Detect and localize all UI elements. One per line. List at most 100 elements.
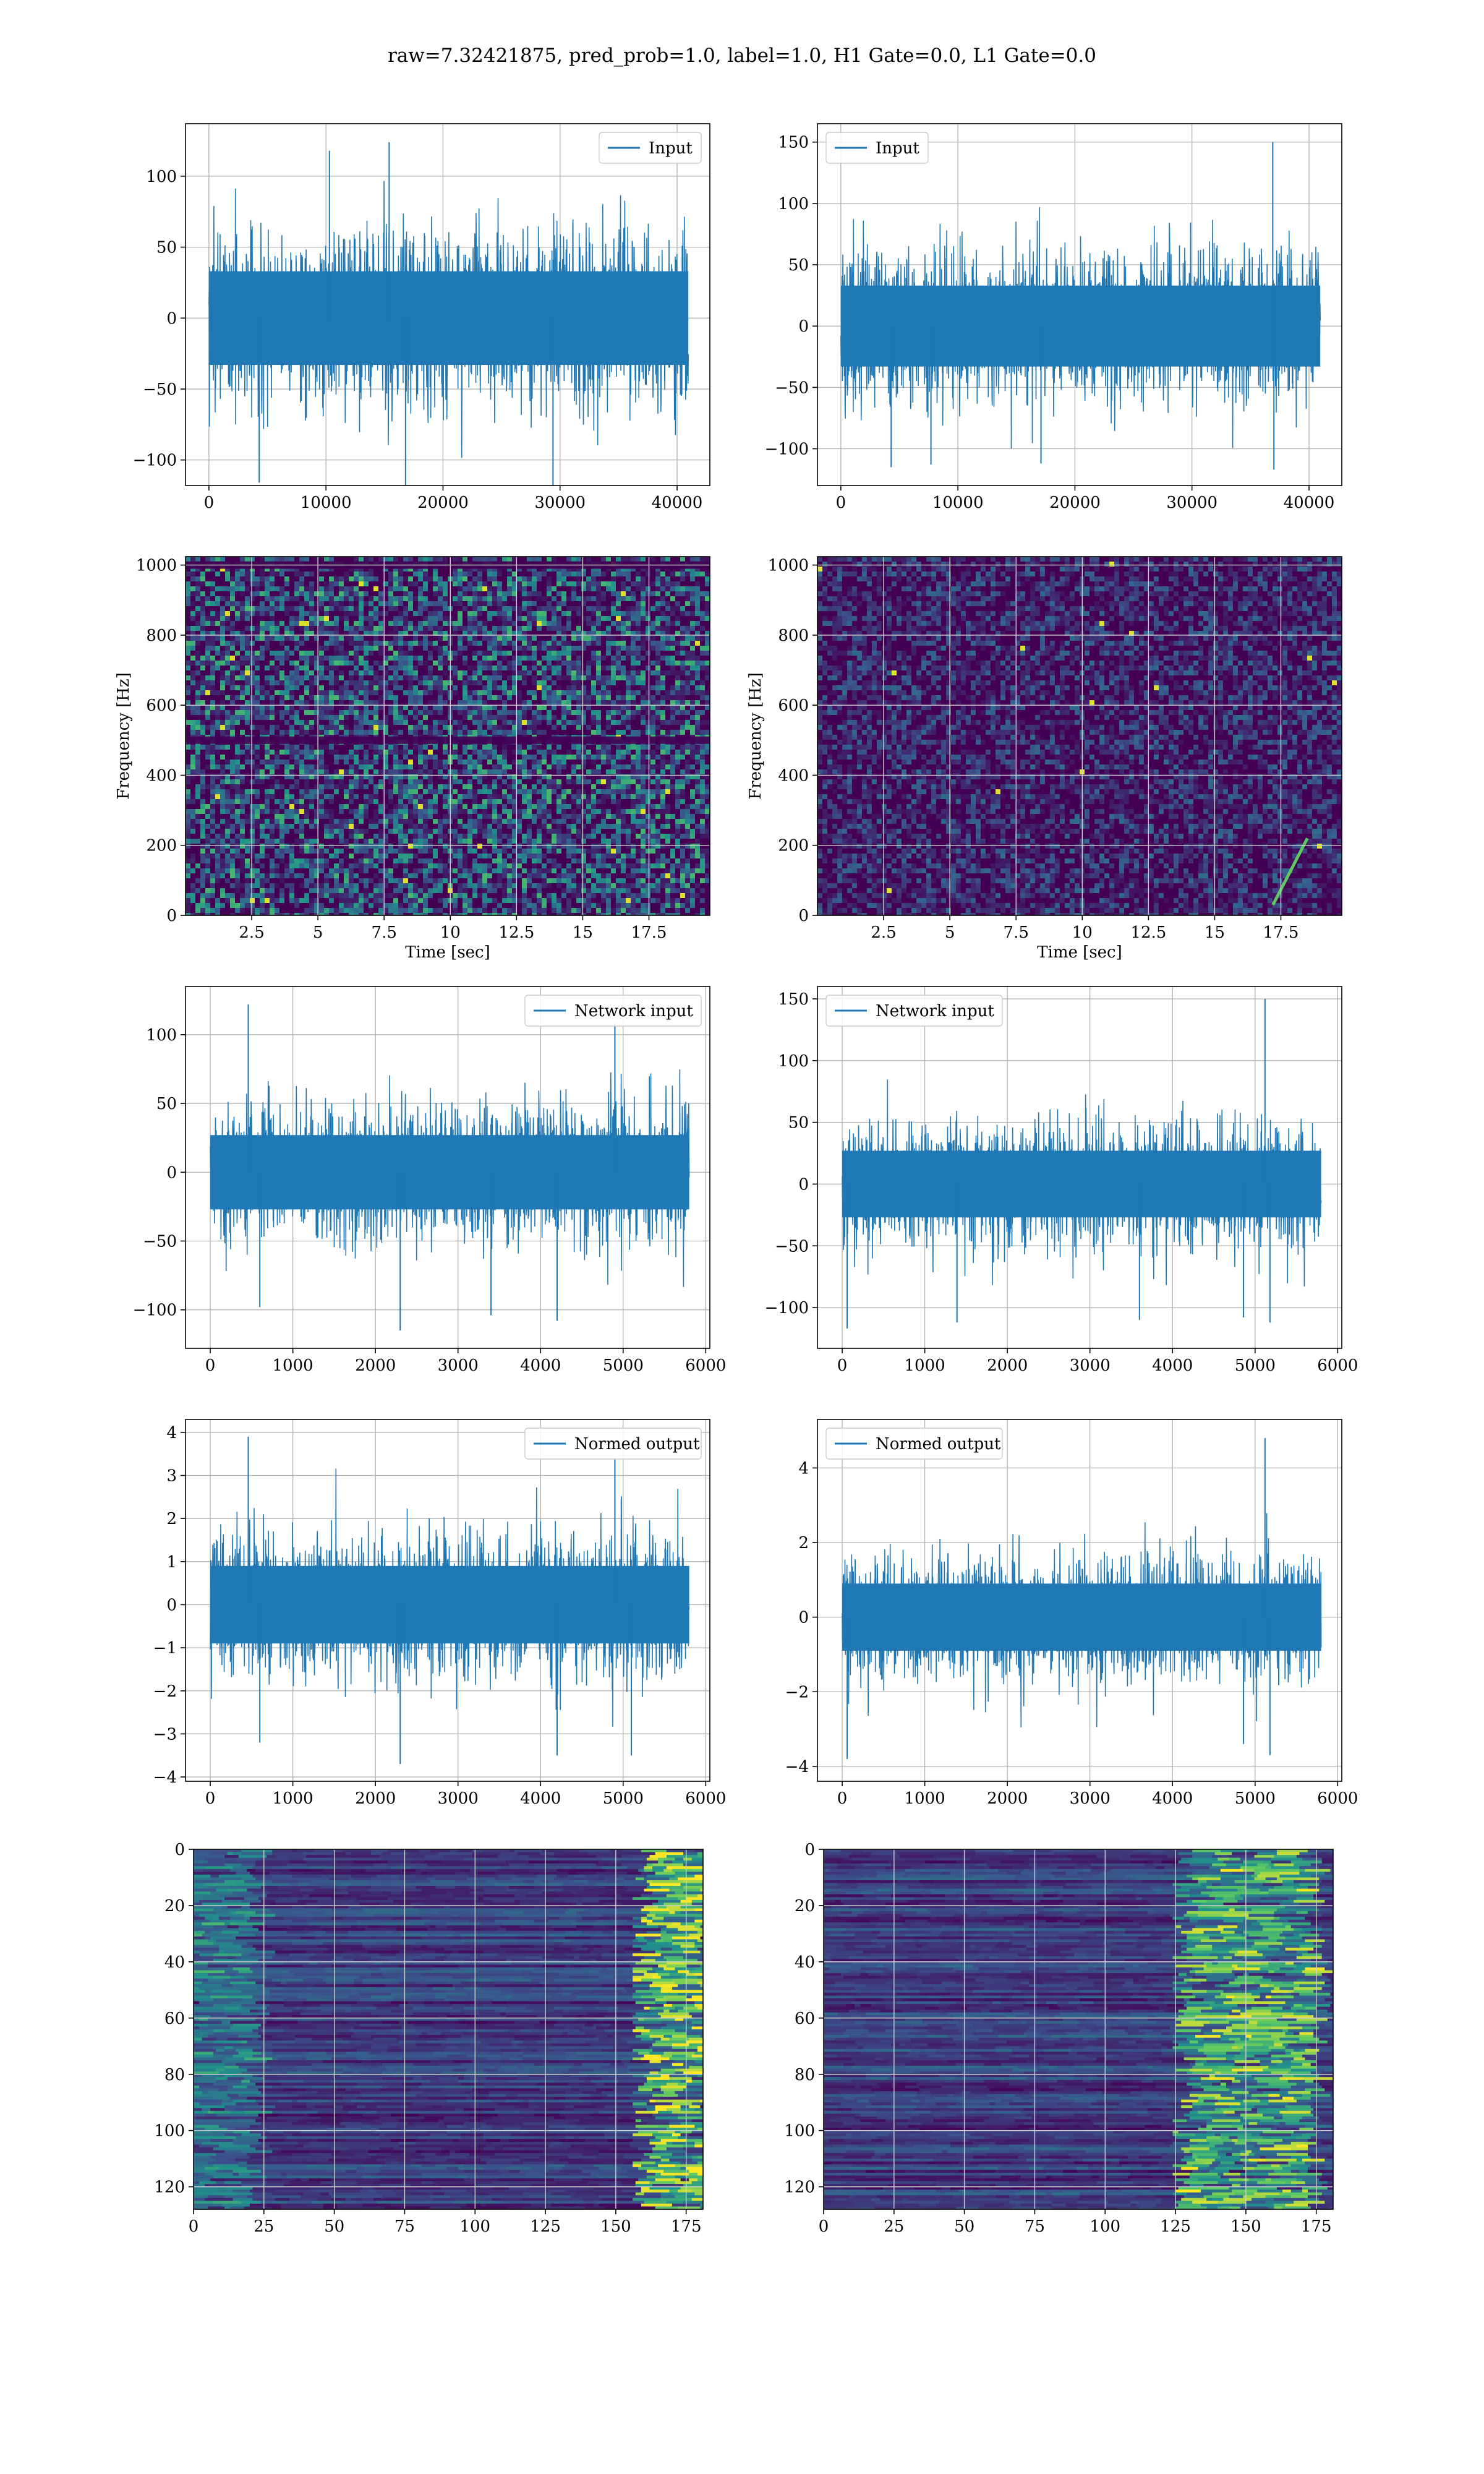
heatmap-cell	[294, 646, 299, 651]
heatmap-cell	[245, 858, 250, 863]
heatmap-cell	[596, 675, 601, 680]
heatmap-cell	[220, 844, 225, 849]
heatmap-cell	[626, 794, 631, 799]
heatmap-cell	[631, 863, 636, 868]
heatmap-cell	[497, 581, 502, 586]
heatmap-cell	[210, 611, 215, 616]
heatmap-cell	[616, 621, 621, 626]
heatmap-cell	[393, 700, 398, 705]
heatmap-cell	[270, 700, 275, 705]
heatmap-cell	[190, 794, 195, 799]
heatmap-cell	[245, 715, 250, 720]
heatmap-cell	[309, 606, 314, 611]
heatmap-cell	[275, 784, 279, 789]
heatmap-cell	[542, 789, 547, 794]
heatmap-cell	[373, 720, 378, 725]
heatmap-cell	[705, 601, 710, 606]
heatmap-cell	[354, 824, 359, 829]
heatmap-cell	[393, 849, 398, 854]
heatmap-cell	[304, 670, 309, 675]
heatmap-cell	[413, 804, 418, 809]
heatmap-cell	[670, 636, 675, 641]
heatmap-cell	[260, 651, 265, 656]
heatmap-cell	[463, 606, 467, 611]
heatmap-cell	[542, 606, 547, 611]
heatmap-cell	[680, 631, 685, 636]
heatmap-cell	[463, 760, 467, 764]
heatmap-cell	[265, 611, 270, 616]
heatmap-cell	[675, 606, 680, 611]
heatmap-cell	[354, 557, 359, 562]
heatmap-cell	[591, 611, 596, 616]
heatmap-cell	[408, 809, 413, 814]
heatmap-cell	[621, 809, 626, 814]
heatmap-cell	[393, 764, 398, 769]
heatmap-cell	[279, 567, 284, 571]
heatmap-cell	[581, 858, 586, 863]
heatmap-cell	[670, 764, 675, 769]
heatmap-cell	[641, 819, 646, 824]
heatmap-cell	[418, 849, 423, 854]
heatmap-cell	[616, 557, 621, 562]
heatmap-cell	[695, 596, 700, 601]
heatmap-cell	[655, 858, 660, 863]
heatmap-cell	[591, 690, 596, 695]
heatmap-cell	[601, 581, 606, 586]
heatmap-cell	[364, 764, 369, 769]
heatmap-cell	[299, 858, 304, 863]
heatmap-cell	[660, 730, 665, 735]
heatmap-cell	[497, 666, 502, 670]
heatmap-cell	[359, 745, 364, 750]
heatmap-cell	[655, 755, 660, 760]
heatmap-cell	[616, 591, 621, 596]
heatmap-cell	[611, 863, 616, 868]
heatmap-cell	[388, 799, 393, 804]
heatmap-cell	[552, 670, 556, 675]
heatmap-cell	[398, 571, 403, 576]
heatmap-cell	[329, 680, 334, 685]
heatmap-cell	[646, 695, 650, 700]
subplot-grid: 0 10000 20000 30000 40000−100−50050100Input0…	[114, 123, 1358, 2236]
heatmap-cell	[289, 651, 294, 656]
heatmap-cell	[527, 794, 532, 799]
heatmap-cell	[205, 844, 210, 849]
heatmap-cell	[492, 636, 497, 641]
heatmap-cell	[621, 641, 626, 646]
heatmap-cell	[606, 784, 611, 789]
heatmap-cell	[260, 774, 265, 779]
heatmap-cell	[349, 868, 354, 873]
heatmap-cell	[497, 641, 502, 646]
heatmap-cell	[641, 636, 646, 641]
heatmap-cell	[344, 755, 349, 760]
heatmap-cell	[255, 764, 260, 769]
heatmap-cell	[596, 591, 601, 596]
heatmap-cell	[467, 789, 472, 794]
heatmap-cell	[695, 809, 700, 814]
heatmap-cell	[507, 834, 512, 839]
heatmap-cell	[458, 873, 463, 878]
heatmap-cell	[532, 730, 537, 735]
heatmap-cell	[270, 789, 275, 794]
heatmap-cell	[329, 670, 334, 675]
heatmap-cell	[373, 705, 378, 710]
heatmap-cell	[621, 666, 626, 670]
heatmap-cell	[398, 799, 403, 804]
heatmap-cell	[502, 715, 507, 720]
heatmap-cell	[265, 839, 270, 844]
heatmap-cell	[329, 626, 334, 631]
y-tick-label: −100	[765, 440, 809, 459]
heatmap-cell	[611, 656, 616, 661]
heatmap-cell	[631, 690, 636, 695]
heatmap-cell	[215, 636, 220, 641]
heatmap-cell	[552, 760, 556, 764]
heatmap-cell	[497, 636, 502, 641]
heatmap-cell	[611, 720, 616, 725]
heatmap-cell	[467, 636, 472, 641]
heatmap-cell	[369, 844, 373, 849]
heatmap-cell	[670, 581, 675, 586]
heatmap-cell	[279, 695, 284, 700]
heatmap-cell	[566, 611, 571, 616]
heatmap-cell	[695, 571, 700, 576]
heatmap-cell	[319, 631, 324, 636]
